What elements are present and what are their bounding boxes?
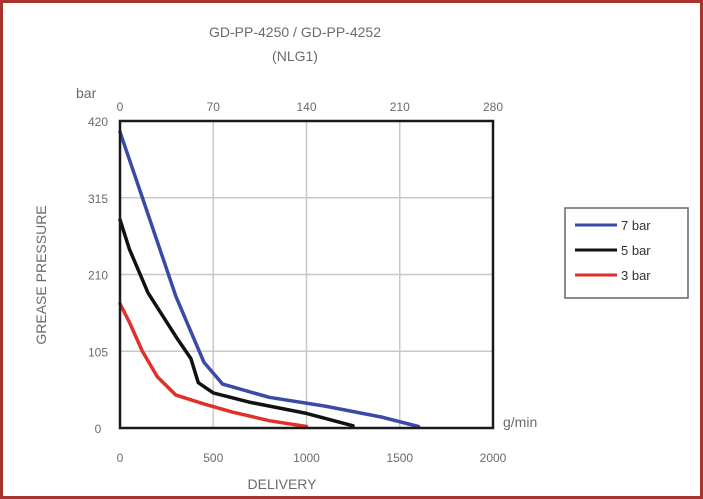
y-tick-label: 420 (88, 115, 108, 129)
top-tick-label: 280 (483, 100, 503, 114)
plot-border (118, 119, 495, 430)
legend-label: 5 bar (621, 243, 651, 258)
chart-canvas: 0 500 1000 1500 2000 0 105 210 315 420 0 70 140 210 28… (33, 24, 689, 492)
x-tick-label: 2000 (480, 451, 507, 465)
y-tick-label: 0 (95, 422, 102, 436)
tick-labels: 0 500 1000 1500 2000 0 105 210 315 420 0 70 140 210 28… (88, 100, 507, 465)
y-tick-label: 315 (88, 192, 108, 206)
series-layer (118, 130, 421, 429)
x-tick-label: 1500 (386, 451, 413, 465)
top-tick-label: 0 (117, 100, 124, 114)
chart-subtitle: (NLG1) (272, 48, 318, 64)
grid-layer (120, 121, 493, 428)
y-tick-label: 210 (88, 269, 108, 283)
legend-box (564, 207, 689, 299)
top-tick-label: 140 (296, 100, 316, 114)
x-tick-label: 0 (117, 451, 124, 465)
y-axis-label: GREASE PRESSURE (33, 205, 49, 344)
y-unit-label: bar (76, 85, 97, 101)
x-tick-label: 500 (203, 451, 223, 465)
y-tick-label: 105 (88, 345, 108, 359)
x-unit-label: g/min (503, 414, 537, 430)
top-tick-label: 210 (390, 100, 410, 114)
top-tick-label: 70 (207, 100, 221, 114)
legend: 7 bar 5 bar 3 bar (564, 207, 689, 299)
series-line-5-bar (118, 217, 355, 428)
legend-label: 7 bar (621, 218, 651, 233)
x-tick-label: 1000 (293, 451, 320, 465)
legend-label: 3 bar (621, 268, 651, 283)
chart-title: GD-PP-4250 / GD-PP-4252 (209, 24, 381, 40)
series-line-3-bar (118, 301, 309, 429)
x-axis-label: DELIVERY (248, 476, 318, 492)
series-line-7-bar (118, 130, 421, 429)
